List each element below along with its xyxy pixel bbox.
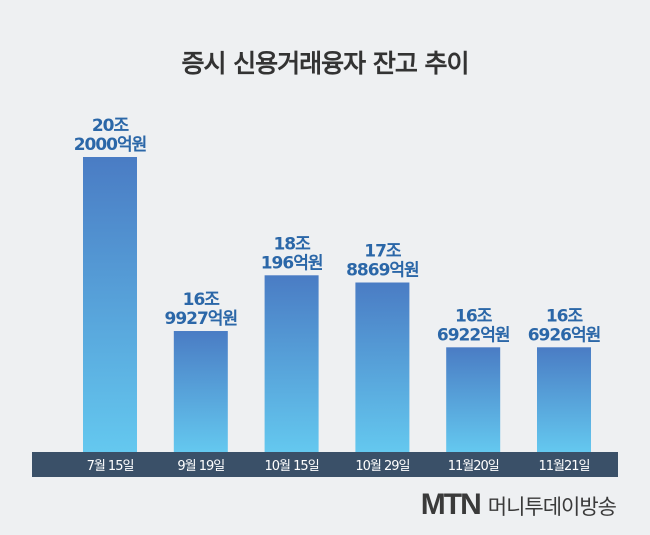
x-tick-label: 11월21일 — [538, 459, 589, 474]
data-label-billion: 6922억원 — [437, 325, 510, 345]
bar — [264, 275, 319, 452]
x-tick-label: 10월 29일 — [355, 459, 409, 474]
data-label-billion: 6926억원 — [528, 325, 601, 345]
x-tick-label: 10월 15일 — [265, 459, 319, 474]
x-tick-label: 11월20일 — [448, 459, 499, 474]
x-axis-band — [32, 452, 618, 477]
bar — [446, 347, 501, 452]
data-label-trillion: 16조 — [183, 290, 221, 310]
bar — [173, 331, 228, 452]
data-label-trillion: 17조 — [364, 241, 402, 261]
x-tick-label: 7월 15일 — [87, 459, 134, 474]
bar — [83, 157, 137, 452]
bar — [355, 282, 410, 452]
data-label-billion: 9927억원 — [164, 309, 237, 329]
data-label-trillion: 16조 — [546, 306, 584, 326]
data-label-billion: 196억원 — [261, 253, 323, 273]
chart-title: 증시 신용거래융자 잔고 추이 — [181, 49, 469, 78]
brand-name: 머니투데이방송 — [487, 495, 617, 519]
x-tick-label: 9월 19일 — [177, 459, 224, 474]
data-label-trillion: 18조 — [273, 234, 311, 254]
brand-mark: MTN — [420, 488, 482, 521]
brand-logo: MTN 머니투데이방송 — [420, 488, 617, 522]
data-label-billion: 8869억원 — [346, 260, 419, 280]
data-label-billion: 2000억원 — [74, 135, 147, 155]
data-label-trillion: 20조 — [92, 116, 130, 136]
bar — [537, 347, 591, 452]
data-label-trillion: 16조 — [455, 306, 493, 326]
